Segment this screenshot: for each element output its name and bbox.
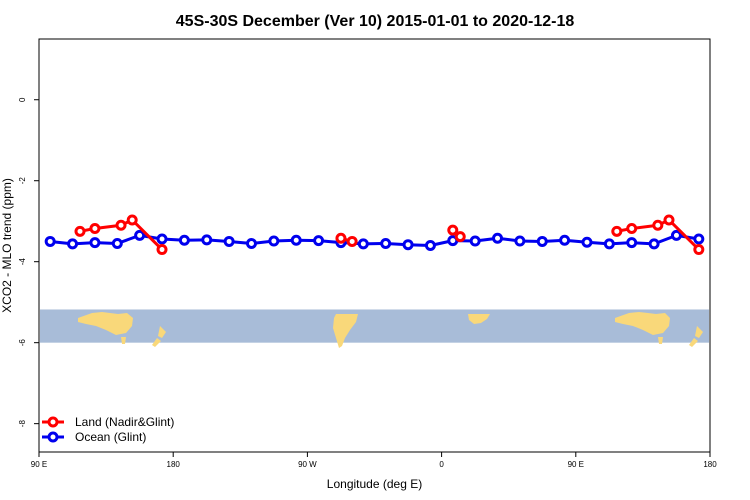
data-point xyxy=(424,240,436,251)
data-point xyxy=(156,244,168,256)
data-point xyxy=(89,222,101,234)
data-point xyxy=(115,219,127,231)
series-1 xyxy=(44,229,705,251)
map-land-australia-2 xyxy=(615,312,670,335)
map-land-south-america xyxy=(333,314,358,348)
map-land-tasmania xyxy=(121,337,126,344)
data-point xyxy=(693,233,705,245)
x-tick-label: 90 W xyxy=(298,460,317,469)
legend: Land (Nadir&Glint) Ocean (Glint) xyxy=(42,415,174,444)
data-point xyxy=(134,229,146,241)
map-land-nz-north xyxy=(158,326,166,338)
data-point xyxy=(290,234,302,246)
data-point xyxy=(111,237,123,249)
x-axis-label: Longitude (deg E) xyxy=(327,477,422,491)
data-point xyxy=(156,233,168,245)
x-tick-label: 90 E xyxy=(568,460,584,469)
data-point xyxy=(346,235,358,247)
data-point xyxy=(670,229,682,241)
x-tick-label: 90 E xyxy=(31,460,47,469)
data-point xyxy=(313,235,325,247)
x-tick-label: 180 xyxy=(703,460,717,469)
data-point xyxy=(559,234,571,246)
series-layer xyxy=(44,214,705,256)
legend-label-land: Land (Nadir&Glint) xyxy=(75,415,174,429)
y-axis-label: XCO2 - MLO trend (ppm) xyxy=(0,178,14,313)
x-axis: 90 E 180 90 W 0 90 E 180 xyxy=(31,452,717,469)
map-strip xyxy=(40,309,709,348)
data-point xyxy=(380,237,392,249)
series-0 xyxy=(74,214,705,256)
legend-label-ocean: Ocean (Glint) xyxy=(75,430,146,444)
data-point xyxy=(126,214,138,226)
map-land-tasmania-2 xyxy=(658,337,663,344)
map-land-nz-south xyxy=(152,338,161,347)
data-point xyxy=(335,232,347,244)
data-point xyxy=(447,224,459,236)
data-point xyxy=(223,235,235,247)
data-point xyxy=(201,234,213,246)
y-tick-label: -2 xyxy=(18,177,27,185)
map-land-australia xyxy=(78,312,133,335)
chart-title: 45S-30S December (Ver 10) 2015-01-01 to … xyxy=(176,13,575,30)
y-tick-label: 0 xyxy=(18,97,27,102)
data-point xyxy=(245,237,257,249)
plot-frame xyxy=(38,38,711,453)
map-land-nz-south-2 xyxy=(689,338,698,347)
data-point xyxy=(74,225,86,237)
y-tick-label: -4 xyxy=(18,258,27,266)
legend-item-land: Land (Nadir&Glint) xyxy=(42,415,174,429)
data-point xyxy=(663,214,675,226)
map-land-africa xyxy=(468,314,490,324)
data-point xyxy=(178,234,190,246)
data-point xyxy=(402,239,414,251)
data-point xyxy=(44,235,56,247)
data-point xyxy=(469,235,481,247)
data-point xyxy=(648,238,660,250)
data-point xyxy=(67,238,79,250)
x-tick-label: 180 xyxy=(167,460,181,469)
y-tick-label: -8 xyxy=(18,420,27,428)
data-point xyxy=(611,225,623,237)
data-point xyxy=(514,235,526,247)
data-point xyxy=(89,237,101,249)
map-ocean xyxy=(40,309,709,343)
data-point xyxy=(581,236,593,248)
data-point xyxy=(626,222,638,234)
y-axis: 0 -2 -4 -6 -8 xyxy=(18,97,39,427)
data-point xyxy=(626,237,638,249)
data-point xyxy=(652,219,664,231)
data-point xyxy=(603,238,615,250)
data-point xyxy=(454,231,466,243)
x-tick-label: 0 xyxy=(439,460,444,469)
data-point xyxy=(492,232,504,244)
data-point xyxy=(357,238,369,250)
data-point xyxy=(536,235,548,247)
y-tick-label: -6 xyxy=(18,339,27,347)
map-land-nz-north-2 xyxy=(695,326,703,338)
data-point xyxy=(693,244,705,256)
legend-item-ocean: Ocean (Glint) xyxy=(42,430,146,444)
data-point xyxy=(268,235,280,247)
